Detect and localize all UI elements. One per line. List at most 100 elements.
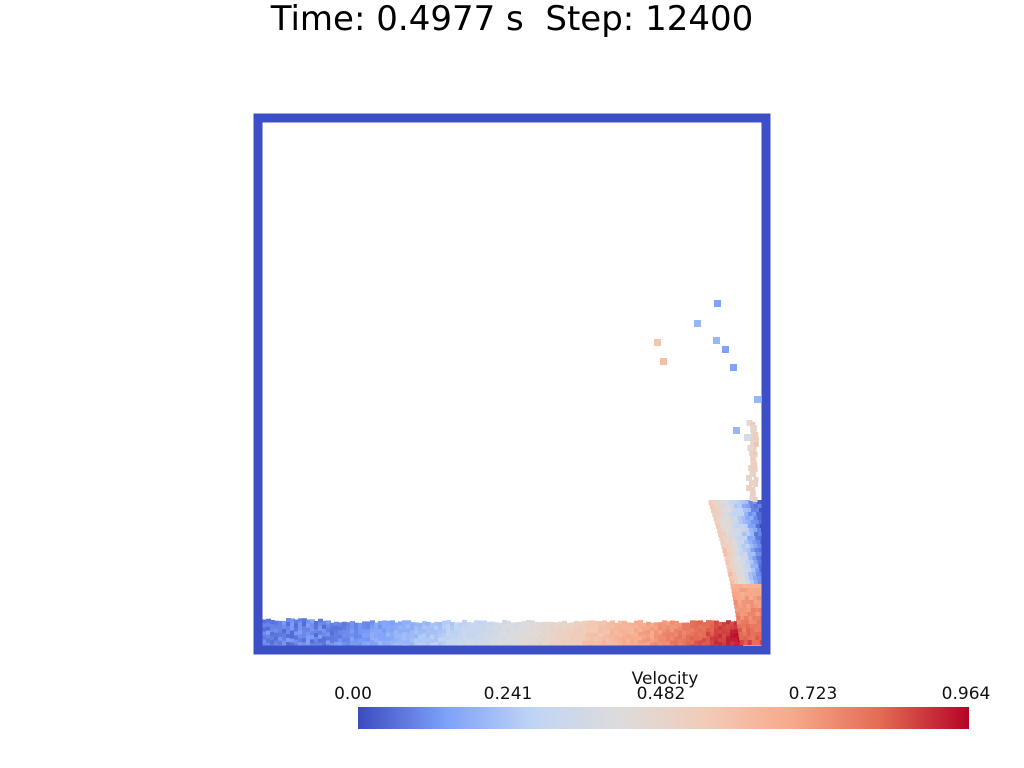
particle	[741, 504, 747, 509]
particle	[730, 629, 735, 635]
particle	[744, 620, 750, 625]
particle	[318, 618, 323, 624]
particle	[442, 640, 447, 646]
particle	[733, 528, 738, 533]
particle	[618, 632, 623, 638]
particle	[458, 634, 463, 640]
particle	[744, 540, 750, 545]
particle	[358, 634, 363, 640]
particle	[738, 520, 744, 525]
particle	[446, 620, 451, 626]
particle	[749, 544, 755, 549]
particle	[414, 626, 419, 632]
particle	[530, 628, 535, 634]
particle	[755, 536, 761, 541]
particle	[756, 556, 762, 561]
particle	[294, 623, 299, 629]
particle	[386, 640, 391, 646]
particle	[752, 616, 758, 621]
particle	[741, 624, 747, 629]
particle	[458, 626, 463, 632]
particle	[486, 629, 491, 635]
particle	[262, 623, 267, 629]
particle	[286, 634, 291, 639]
particle	[745, 600, 751, 605]
particle	[738, 632, 744, 637]
particle	[602, 636, 607, 642]
particle	[726, 548, 732, 553]
particle	[757, 576, 763, 581]
particle	[751, 568, 757, 573]
particle	[302, 638, 307, 644]
particle	[714, 636, 719, 642]
particle	[602, 628, 607, 634]
particle	[722, 630, 727, 636]
particle	[530, 640, 535, 646]
particle	[614, 638, 619, 644]
step-label: Step:	[545, 0, 635, 39]
particle	[546, 637, 551, 643]
particle	[678, 626, 683, 632]
particle	[740, 540, 746, 545]
particle	[558, 629, 563, 635]
particle	[398, 641, 403, 647]
particle	[526, 640, 531, 645]
particle	[574, 633, 579, 638]
time-unit: s	[506, 0, 524, 39]
particle	[694, 628, 699, 634]
particle	[298, 622, 303, 628]
particle	[740, 556, 746, 561]
particle	[730, 641, 735, 647]
particle	[731, 508, 736, 513]
particle	[750, 632, 756, 637]
particle	[374, 622, 379, 628]
particle	[518, 633, 523, 639]
particle	[386, 636, 391, 642]
particle	[626, 634, 631, 640]
particle	[690, 632, 695, 638]
particle	[482, 640, 487, 646]
particle	[745, 504, 751, 509]
particle	[739, 568, 745, 573]
particle	[735, 552, 741, 557]
particle	[743, 608, 748, 613]
particle	[734, 633, 739, 639]
particle	[731, 588, 737, 593]
particle	[426, 625, 431, 631]
particle	[747, 508, 752, 513]
particle	[730, 564, 736, 569]
particle	[734, 564, 740, 569]
particle	[490, 629, 495, 635]
particle	[725, 560, 731, 565]
particle	[446, 624, 451, 630]
particle	[482, 624, 487, 630]
particle	[741, 580, 747, 585]
particle	[735, 568, 741, 573]
particle	[634, 624, 639, 630]
particle	[486, 625, 491, 631]
particle	[302, 626, 307, 632]
particle	[530, 636, 535, 642]
particle	[522, 621, 527, 627]
particle	[618, 640, 623, 646]
particle	[757, 560, 763, 565]
particle	[746, 475, 752, 481]
particle	[494, 638, 499, 644]
particle	[709, 504, 715, 509]
particle	[502, 640, 507, 645]
particle	[694, 632, 699, 638]
particle	[554, 630, 559, 636]
particle	[756, 572, 762, 577]
particle	[727, 552, 733, 557]
particle	[534, 633, 539, 639]
particle	[450, 622, 455, 628]
particle	[747, 612, 753, 617]
particle	[306, 635, 311, 641]
particle	[382, 624, 387, 630]
particle	[438, 630, 443, 635]
particle	[314, 621, 319, 626]
particle	[498, 642, 503, 648]
particle	[732, 572, 738, 577]
particle	[546, 625, 551, 631]
particle	[754, 532, 760, 537]
